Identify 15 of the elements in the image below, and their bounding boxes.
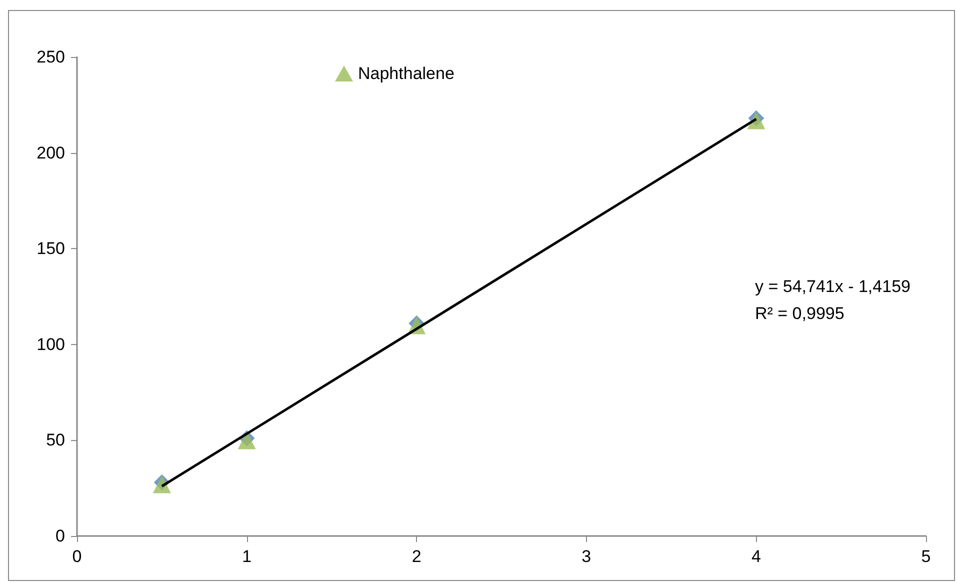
x-tick-label: 3 (582, 547, 592, 566)
y-tick-label: 0 (56, 526, 65, 546)
x-tick-label: 5 (921, 547, 931, 566)
x-tick-label: 1 (242, 547, 252, 566)
y-tick-label: 200 (36, 143, 65, 162)
y-tick-label: 150 (36, 239, 65, 258)
x-tick-label: 2 (412, 547, 422, 566)
annotation: y = 54,741x - 1,4159 (754, 277, 910, 296)
y-tick-label: 50 (46, 430, 65, 450)
y-tick-label: 100 (36, 334, 65, 354)
x-tick-label: 4 (751, 547, 761, 566)
annotation: R² = 0,9995 (755, 304, 844, 323)
y-tick-label: 250 (36, 48, 65, 66)
x-tick-label: 0 (72, 547, 82, 566)
legend-label: Naphthalene (358, 64, 454, 83)
